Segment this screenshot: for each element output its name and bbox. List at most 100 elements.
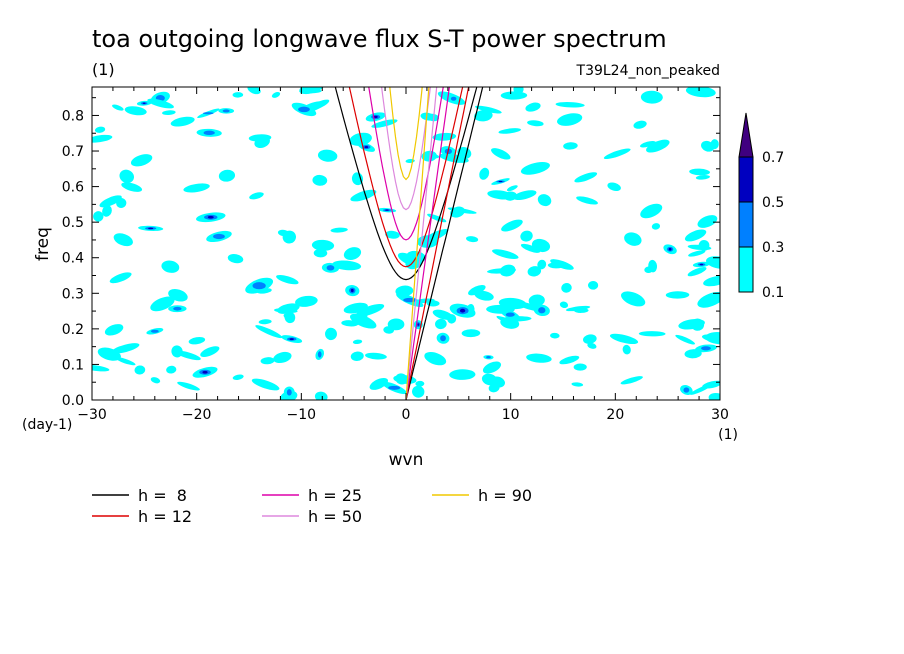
- heat-cell: [498, 128, 521, 134]
- heat-cell: [603, 148, 631, 160]
- heat-cell: [273, 351, 292, 364]
- ig-curve-h90: [389, 87, 423, 181]
- heat-cell: [496, 316, 519, 326]
- x-axis-unit: (1): [718, 427, 738, 443]
- heat-cell: [640, 140, 656, 148]
- heat-cell: [213, 233, 225, 240]
- heat-cell: [487, 268, 517, 274]
- heat-cell: [683, 387, 690, 393]
- heat-cell: [528, 294, 545, 307]
- heat-cell: [513, 190, 537, 200]
- heat-cell: [417, 323, 420, 327]
- heat-cell: [415, 380, 425, 387]
- ig-curve-h25: [368, 87, 444, 241]
- heat-cell: [620, 376, 643, 385]
- heat-cell: [203, 130, 215, 136]
- colorbar-arrow: [738, 112, 754, 158]
- heat-cell: [92, 134, 113, 143]
- colorbar-segment: [738, 156, 754, 203]
- heat-cell: [527, 120, 544, 127]
- heat-cell: [698, 239, 710, 251]
- heat-cell: [705, 332, 720, 345]
- kelvin-curve-h90: [405, 87, 430, 400]
- heat-cell: [289, 338, 294, 341]
- kelvin-curve-h25: [405, 87, 450, 400]
- heat-cell: [124, 106, 147, 116]
- heat-cell: [520, 230, 533, 242]
- heat-cell: [218, 169, 236, 182]
- spectrum-heatmap: [92, 87, 720, 400]
- legend: h = 8 h = 12 h = 25 h = 50 h = 90: [92, 486, 532, 526]
- heat-cell: [352, 339, 363, 345]
- heat-cell: [555, 102, 585, 108]
- legend-label: h = 8: [138, 486, 187, 505]
- colorbar-segment: [738, 246, 754, 293]
- heat-cell: [369, 377, 389, 390]
- heat-cell: [166, 365, 177, 374]
- heat-cell: [314, 391, 328, 400]
- heat-cell: [537, 259, 547, 270]
- heat-cell: [557, 113, 583, 126]
- heat-cell: [249, 192, 264, 200]
- heat-cell: [202, 112, 214, 115]
- heat-cell: [313, 248, 328, 258]
- heat-cell: [525, 102, 541, 112]
- heat-cell: [130, 154, 153, 167]
- colorbar-label: 0.7: [762, 150, 784, 166]
- heat-cell: [277, 303, 300, 314]
- ig-curve-h8: [334, 87, 478, 281]
- heat-cell: [227, 253, 244, 264]
- x-tick-label: 20: [606, 407, 624, 423]
- heat-cell: [171, 345, 183, 358]
- heat-cell: [685, 87, 716, 98]
- heat-cell: [351, 172, 364, 186]
- dispersion-curves: [334, 87, 484, 400]
- heat-cell: [547, 262, 564, 269]
- heat-cell: [706, 256, 720, 269]
- colorbar-segment: [738, 201, 754, 248]
- heat-cell: [646, 139, 670, 153]
- heat-cell: [311, 239, 335, 251]
- colorbar: 0.1 0.3 0.5 0.7: [738, 112, 784, 301]
- heat-cell: [501, 219, 523, 232]
- heat-cell: [148, 227, 154, 230]
- heat-cell: [638, 331, 666, 337]
- heat-cell: [505, 312, 515, 317]
- heat-cell: [513, 87, 524, 95]
- y-tick-label: 0.0: [62, 393, 84, 409]
- heat-cell: [97, 347, 121, 361]
- heat-cell: [492, 249, 519, 260]
- heat-cell: [312, 174, 328, 186]
- heat-cell: [150, 296, 175, 312]
- heat-cell: [447, 314, 457, 324]
- heat-cell: [609, 333, 639, 345]
- ig-curve-h12: [348, 87, 464, 268]
- heat-cell: [111, 343, 140, 354]
- heat-cell: [449, 369, 476, 380]
- heat-cell: [621, 291, 646, 307]
- x-tick-label: −30: [77, 407, 107, 423]
- heat-cell: [121, 182, 143, 192]
- heat-cell: [102, 205, 112, 217]
- heat-cell: [622, 344, 631, 355]
- legend-label: h = 12: [138, 507, 192, 526]
- heat-cell: [537, 194, 552, 207]
- heat-cell: [330, 227, 348, 233]
- heat-cell: [701, 346, 711, 351]
- heat-cell: [317, 351, 322, 358]
- heat-cell: [699, 263, 704, 266]
- heat-cell: [559, 355, 580, 365]
- heat-cell: [403, 297, 417, 303]
- heat-cell: [420, 112, 435, 121]
- heat-cell: [365, 352, 387, 360]
- heat-cell: [284, 311, 296, 324]
- heat-cell: [295, 295, 318, 307]
- kelvin-curve-h50: [405, 87, 438, 400]
- heat-cell: [466, 236, 479, 243]
- heat-cell: [450, 96, 457, 101]
- y-axis-label: freq: [33, 227, 53, 261]
- heat-cell: [538, 307, 546, 314]
- y-tick-label: 0.1: [62, 357, 84, 373]
- heat-cell: [142, 102, 146, 105]
